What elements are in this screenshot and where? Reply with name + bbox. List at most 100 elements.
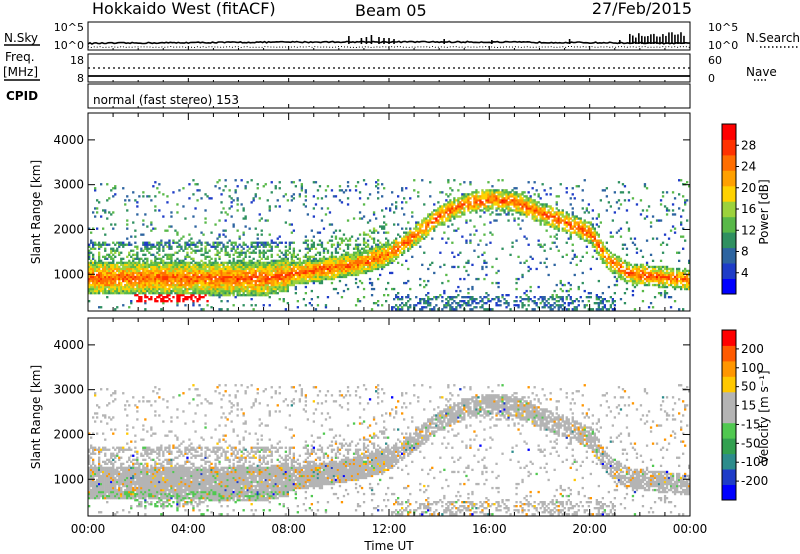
- power-cell: [375, 259, 378, 263]
- power-cell: [186, 273, 189, 277]
- power-cell: [539, 211, 542, 214]
- power-cell: [92, 255, 95, 259]
- power-cell: [601, 292, 605, 295]
- power-cell: [338, 237, 342, 240]
- power-cell: [128, 251, 131, 254]
- power-cell: [397, 223, 400, 226]
- power-cell: [543, 249, 546, 252]
- power-cell: [567, 294, 570, 297]
- power-cell: [581, 223, 584, 226]
- power-cell: [178, 259, 181, 263]
- power-cell: [453, 211, 456, 214]
- power-cell: [385, 255, 388, 259]
- power-cell: [162, 300, 165, 303]
- power-cell: [292, 269, 296, 273]
- power-cell: [216, 241, 219, 244]
- power-cell: [306, 239, 310, 242]
- power-cell: [100, 261, 103, 265]
- power-cell: [200, 231, 203, 234]
- power-cell: [393, 223, 396, 226]
- power-cell: [288, 281, 292, 285]
- power-cell: [160, 239, 163, 242]
- power-cell: [368, 257, 372, 261]
- power-cell: [180, 245, 183, 248]
- power-cell: [92, 279, 95, 283]
- power-cell: [130, 300, 133, 303]
- power-cell: [290, 277, 294, 281]
- power-cell: [499, 199, 502, 202]
- power-cell: [354, 259, 358, 263]
- power-cell: [423, 306, 426, 309]
- power-cell: [110, 271, 113, 275]
- power-cell: [511, 245, 514, 248]
- power-cell: [282, 271, 285, 275]
- power-cell: [142, 287, 145, 291]
- power-cell: [497, 191, 500, 194]
- power-cell: [467, 287, 470, 291]
- power-cell: [445, 203, 448, 206]
- power-cell: [461, 207, 464, 210]
- power-cell: [497, 281, 500, 285]
- power-cell: [292, 251, 296, 254]
- power-cell: [421, 237, 424, 240]
- power-cell: [326, 261, 330, 265]
- power-cell: [232, 263, 235, 267]
- power-cell: [581, 281, 584, 285]
- power-cell: [579, 259, 582, 263]
- power-cell: [126, 209, 129, 212]
- power-cell: [136, 247, 139, 250]
- power-cell: [471, 285, 474, 289]
- power-cell: [326, 275, 330, 279]
- power-cell: [607, 300, 611, 303]
- power-cell: [395, 308, 398, 311]
- power-cell: [563, 215, 566, 218]
- power-cell: [306, 251, 310, 254]
- power-cell: [527, 203, 530, 206]
- power-cell: [120, 292, 123, 295]
- power-cell: [100, 281, 103, 285]
- power-cell: [162, 273, 165, 277]
- power-cell: [304, 273, 308, 277]
- power-cell: [108, 243, 111, 246]
- power-cell: [619, 191, 623, 194]
- power-cell: [469, 211, 472, 214]
- power-cell: [344, 259, 348, 263]
- power-cell: [238, 275, 241, 279]
- power-cell: [204, 283, 207, 287]
- power-cell: [252, 261, 255, 265]
- power-cell: [148, 287, 151, 291]
- power-cell: [555, 211, 558, 214]
- power-cell: [391, 241, 394, 244]
- power-cell: [330, 243, 334, 246]
- power-cell: [286, 273, 290, 277]
- power-cell: [170, 211, 173, 214]
- power-cell: [256, 269, 259, 273]
- power-cell: [409, 243, 412, 246]
- power-cell: [272, 267, 275, 271]
- power-cell: [401, 298, 404, 301]
- power-cell: [124, 277, 127, 281]
- power-cell: [344, 283, 348, 287]
- power-cell: [204, 221, 207, 224]
- power-cell: [258, 267, 261, 271]
- power-cell: [196, 292, 199, 295]
- power-cell: [531, 217, 534, 220]
- power-cell: [258, 253, 261, 257]
- power-cell: [136, 263, 139, 267]
- power-cell: [340, 261, 344, 265]
- power-cell: [613, 304, 617, 307]
- power-cell: [509, 308, 512, 311]
- power-cell: [210, 231, 213, 234]
- power-cell: [475, 211, 478, 214]
- power-cell: [387, 245, 390, 248]
- power-cell: [158, 265, 161, 269]
- power-cell: [260, 263, 263, 267]
- power-cell: [272, 269, 275, 273]
- power-cell: [270, 255, 273, 259]
- power-cell: [324, 267, 328, 271]
- power-cell: [112, 289, 115, 293]
- power-cell: [272, 263, 275, 267]
- power-cell: [254, 275, 257, 279]
- power-cell: [591, 308, 595, 311]
- power-cell: [238, 261, 241, 265]
